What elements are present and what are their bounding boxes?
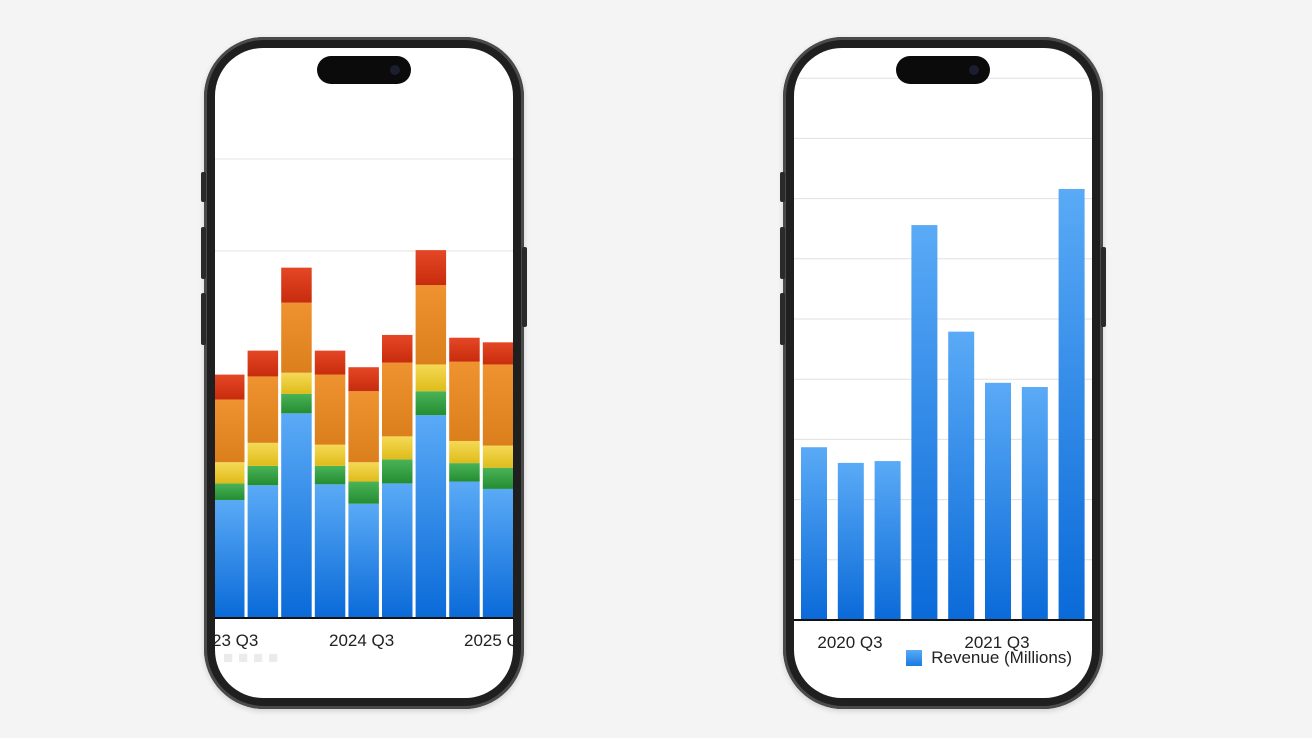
action-button [201, 172, 206, 202]
x-tick-label: 2020 Q3 [817, 633, 882, 652]
side-button [1101, 247, 1106, 327]
camera-icon [969, 65, 979, 75]
bar-segment-orange [348, 391, 379, 463]
bar-segment-red [281, 267, 312, 303]
bar-segment-orange [415, 285, 447, 365]
bar-segment-yellow [415, 364, 447, 392]
bar-segment-blue [215, 499, 245, 618]
phone-right: 2020 Q3 2021 Q3 Revenue (Millions) [780, 37, 1106, 709]
bar-segment-orange [449, 361, 480, 441]
bar-segment-green [348, 481, 379, 504]
bar-segment-yellow [449, 440, 480, 464]
volume-down-button [201, 293, 206, 345]
bar-revenue [801, 447, 827, 620]
dynamic-island [317, 56, 411, 84]
bar-segment-orange [314, 374, 346, 445]
x-tick-label: 2025 Q [464, 631, 513, 650]
camera-icon [390, 65, 400, 75]
bar-revenue [874, 461, 901, 620]
volume-down-button [780, 293, 785, 345]
bar-segment-green [314, 465, 346, 485]
bar-revenue [911, 225, 938, 620]
bar-segment-blue [348, 503, 379, 618]
faded-legend-caption: ■ ■ ■ ■ [223, 648, 279, 667]
bar-segment-yellow [281, 372, 312, 394]
bar-segment-red [449, 337, 480, 362]
bar-segment-green [382, 459, 413, 484]
bar-segment-red [215, 374, 245, 400]
bar-segment-blue [415, 415, 447, 618]
bar-segment-blue [449, 481, 480, 618]
volume-up-button [201, 227, 206, 279]
legend-swatch [906, 650, 923, 666]
bar-segment-yellow [247, 442, 279, 466]
x-tick-label: 2024 Q3 [329, 631, 394, 650]
revenue-bar-chart: 2020 Q3 2021 Q3 [794, 77, 1092, 652]
bar-revenue [1021, 387, 1048, 620]
bar-revenue [837, 462, 864, 620]
bar-segment-red [482, 342, 513, 365]
bar-segment-green [482, 467, 513, 489]
action-button [780, 172, 785, 202]
phone-left: 23 Q3 2024 Q3 2025 Q ■ ■ ■ ■ [201, 37, 527, 709]
bar-segment-blue [314, 484, 346, 618]
bar-segment-blue [281, 413, 312, 618]
side-button [522, 247, 527, 327]
bar-segment-green [281, 393, 312, 414]
bar-segment-red [382, 334, 413, 363]
volume-up-button [780, 227, 785, 279]
x-tick-label: 2021 Q3 [964, 633, 1029, 652]
bar-segment-red [348, 367, 379, 392]
stacked-bar-chart: 23 Q3 2024 Q3 2025 Q [215, 158, 513, 650]
bar-segment-blue [247, 485, 279, 618]
screen-right: 2020 Q3 2021 Q3 Revenue (Millions) [794, 48, 1092, 698]
bar-revenue [1058, 188, 1085, 620]
bar-segment-yellow [482, 445, 513, 468]
bar-segment-blue [382, 483, 413, 618]
bar-segment-red [415, 250, 447, 286]
bar-segment-green [247, 465, 279, 486]
bar-segment-red [247, 350, 279, 377]
bar-revenue [985, 382, 1011, 620]
bar-segment-yellow [215, 462, 245, 484]
bar-segment-yellow [314, 444, 346, 466]
bar-segment-green [215, 483, 245, 500]
dynamic-island [896, 56, 990, 84]
bar-revenue [948, 331, 975, 620]
bar-segment-orange [281, 302, 312, 373]
screen-left: 23 Q3 2024 Q3 2025 Q ■ ■ ■ ■ [215, 48, 513, 698]
x-tick-label: 23 Q3 [215, 631, 258, 650]
bar-segment-yellow [382, 436, 413, 460]
bar-segment-blue [482, 488, 513, 618]
bar-segment-green [449, 463, 480, 482]
bar-segment-orange [382, 362, 413, 437]
bar-segment-green [415, 391, 447, 416]
bar-segment-yellow [348, 462, 379, 482]
legend-label: Revenue (Millions) [931, 648, 1072, 667]
bar-segment-red [314, 350, 346, 375]
bar-segment-orange [247, 376, 279, 443]
bar-segment-orange [215, 399, 245, 463]
chart-legend: Revenue (Millions) [906, 648, 1072, 668]
bar-segment-orange [482, 364, 513, 446]
